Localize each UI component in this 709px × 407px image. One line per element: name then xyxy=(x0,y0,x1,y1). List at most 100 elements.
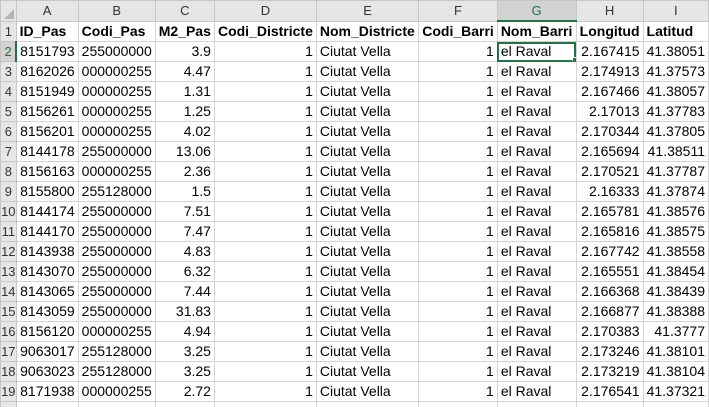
cell[interactable]: 8156163 xyxy=(15,161,79,182)
cell[interactable]: 8151949 xyxy=(15,81,79,102)
cell[interactable]: Ciutat Vella xyxy=(315,61,420,82)
cell[interactable]: 1 xyxy=(418,81,498,102)
cell[interactable]: 2.167742 xyxy=(575,241,644,262)
cell[interactable]: 6.32 xyxy=(154,261,215,282)
column-header-e[interactable]: E xyxy=(315,0,420,22)
cell[interactable] xyxy=(213,401,317,407)
column-title-cell[interactable]: Codi_Pas xyxy=(77,20,156,42)
column-header-a[interactable]: A xyxy=(15,0,79,22)
cell[interactable]: 8155800 xyxy=(15,181,79,202)
cell[interactable]: 4.47 xyxy=(154,61,215,82)
cell[interactable]: 8156261 xyxy=(15,101,79,122)
column-header-c[interactable]: C xyxy=(154,0,215,22)
cell[interactable]: 3.9 xyxy=(154,41,215,62)
cell[interactable]: 000000255 xyxy=(77,81,156,102)
cell[interactable]: 8156120 xyxy=(15,321,79,342)
cell[interactable]: 2.170521 xyxy=(575,161,644,182)
cell[interactable]: 41.37783 xyxy=(642,101,709,122)
column-title-cell[interactable]: Codi_Districte xyxy=(213,20,317,42)
cell[interactable]: 255000000 xyxy=(77,201,156,222)
cell[interactable]: 41.38051 xyxy=(642,41,709,62)
cell[interactable]: 8143070 xyxy=(15,261,79,282)
cell[interactable]: el Raval xyxy=(496,121,577,142)
cell[interactable]: 4.94 xyxy=(154,321,215,342)
cell[interactable]: 255000000 xyxy=(77,141,156,162)
cell[interactable]: 2.165816 xyxy=(575,221,644,242)
cell[interactable]: 2.174913 xyxy=(575,61,644,82)
cell[interactable]: 255000000 xyxy=(77,241,156,262)
fill-handle[interactable] xyxy=(571,57,576,61)
cell[interactable]: 255128000 xyxy=(77,181,156,202)
column-title-cell[interactable]: Nom_Districte xyxy=(315,20,420,42)
cell[interactable]: 1 xyxy=(418,341,498,362)
cell[interactable]: 000000255 xyxy=(77,161,156,182)
cell[interactable]: el Raval xyxy=(496,301,577,322)
row-header[interactable]: 15 xyxy=(0,301,17,322)
cell[interactable]: el Raval xyxy=(496,61,577,82)
cell[interactable]: 41.38575 xyxy=(642,221,709,242)
cell[interactable]: 255000000 xyxy=(77,261,156,282)
row-header[interactable]: 5 xyxy=(0,101,17,122)
column-title-cell[interactable]: Longitud xyxy=(575,20,644,42)
cell[interactable]: 1 xyxy=(213,181,317,202)
cell[interactable]: Ciutat Vella xyxy=(315,281,420,302)
column-title-cell[interactable]: Nom_Barri xyxy=(496,20,577,42)
cell[interactable]: Ciutat Vella xyxy=(315,361,420,382)
cell[interactable] xyxy=(642,401,709,407)
cell[interactable]: 41.38057 xyxy=(642,81,709,102)
cell[interactable]: el Raval xyxy=(496,101,577,122)
cell[interactable] xyxy=(315,401,420,407)
cell[interactable]: 41.37874 xyxy=(642,181,709,202)
cell[interactable]: el Raval xyxy=(496,241,577,262)
cell[interactable]: Ciutat Vella xyxy=(315,301,420,322)
cell[interactable]: 2.176541 xyxy=(575,381,644,402)
cell[interactable]: 2.167466 xyxy=(575,81,644,102)
cell[interactable]: 2.16333 xyxy=(575,181,644,202)
column-header-g[interactable]: G xyxy=(496,0,577,22)
row-header[interactable]: 10 xyxy=(0,201,17,222)
cell[interactable] xyxy=(154,401,215,407)
cell[interactable]: 1 xyxy=(418,201,498,222)
cell[interactable]: el Raval xyxy=(496,361,577,382)
row-header[interactable]: 19 xyxy=(0,381,17,402)
cell[interactable]: 1 xyxy=(418,301,498,322)
cell[interactable]: 41.37321 xyxy=(642,381,709,402)
cell[interactable]: el Raval xyxy=(496,221,577,242)
cell[interactable]: 1 xyxy=(213,261,317,282)
cell[interactable]: 41.38576 xyxy=(642,201,709,222)
cell[interactable]: 2.173219 xyxy=(575,361,644,382)
cell[interactable]: 1 xyxy=(418,41,498,62)
cell[interactable]: 8162026 xyxy=(15,61,79,82)
row-header[interactable]: 16 xyxy=(0,321,17,342)
cell[interactable]: el Raval xyxy=(496,381,577,402)
select-all-button[interactable] xyxy=(0,0,17,22)
cell[interactable]: 31.83 xyxy=(154,301,215,322)
cell[interactable]: 1 xyxy=(213,161,317,182)
cell[interactable]: el Raval xyxy=(496,261,577,282)
active-cell[interactable]: el Raval xyxy=(496,41,577,62)
cell[interactable]: 7.44 xyxy=(154,281,215,302)
cell[interactable]: 2.165781 xyxy=(575,201,644,222)
cell[interactable]: 3.25 xyxy=(154,361,215,382)
cell[interactable]: 1 xyxy=(213,141,317,162)
cell[interactable]: Ciutat Vella xyxy=(315,121,420,142)
cell[interactable]: 1 xyxy=(418,121,498,142)
cell[interactable] xyxy=(575,401,644,407)
cell[interactable]: Ciutat Vella xyxy=(315,141,420,162)
cell[interactable]: 1 xyxy=(213,301,317,322)
row-header[interactable]: 20 xyxy=(0,401,17,407)
cell[interactable] xyxy=(15,401,79,407)
cell[interactable]: 2.165551 xyxy=(575,261,644,282)
cell[interactable] xyxy=(496,401,577,407)
cell[interactable]: 2.36 xyxy=(154,161,215,182)
cell[interactable]: 41.3777 xyxy=(642,321,709,342)
cell[interactable]: 8144174 xyxy=(15,201,79,222)
cell[interactable] xyxy=(77,401,156,407)
row-header[interactable]: 17 xyxy=(0,341,17,362)
cell[interactable]: 41.38101 xyxy=(642,341,709,362)
cell[interactable]: 255000000 xyxy=(77,301,156,322)
cell[interactable]: 1 xyxy=(418,221,498,242)
row-header[interactable]: 8 xyxy=(0,161,17,182)
cell[interactable]: 41.38511 xyxy=(642,141,709,162)
cell[interactable]: 9063023 xyxy=(15,361,79,382)
